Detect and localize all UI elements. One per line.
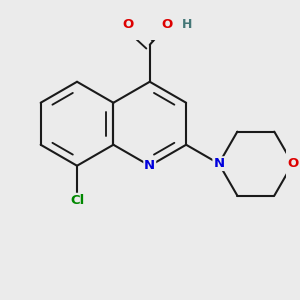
Text: Cl: Cl <box>70 194 84 207</box>
Text: O: O <box>122 18 134 31</box>
Text: O: O <box>162 18 173 31</box>
Text: N: N <box>144 159 155 172</box>
Text: H: H <box>182 18 193 31</box>
Text: O: O <box>287 157 298 170</box>
Text: N: N <box>213 157 224 170</box>
